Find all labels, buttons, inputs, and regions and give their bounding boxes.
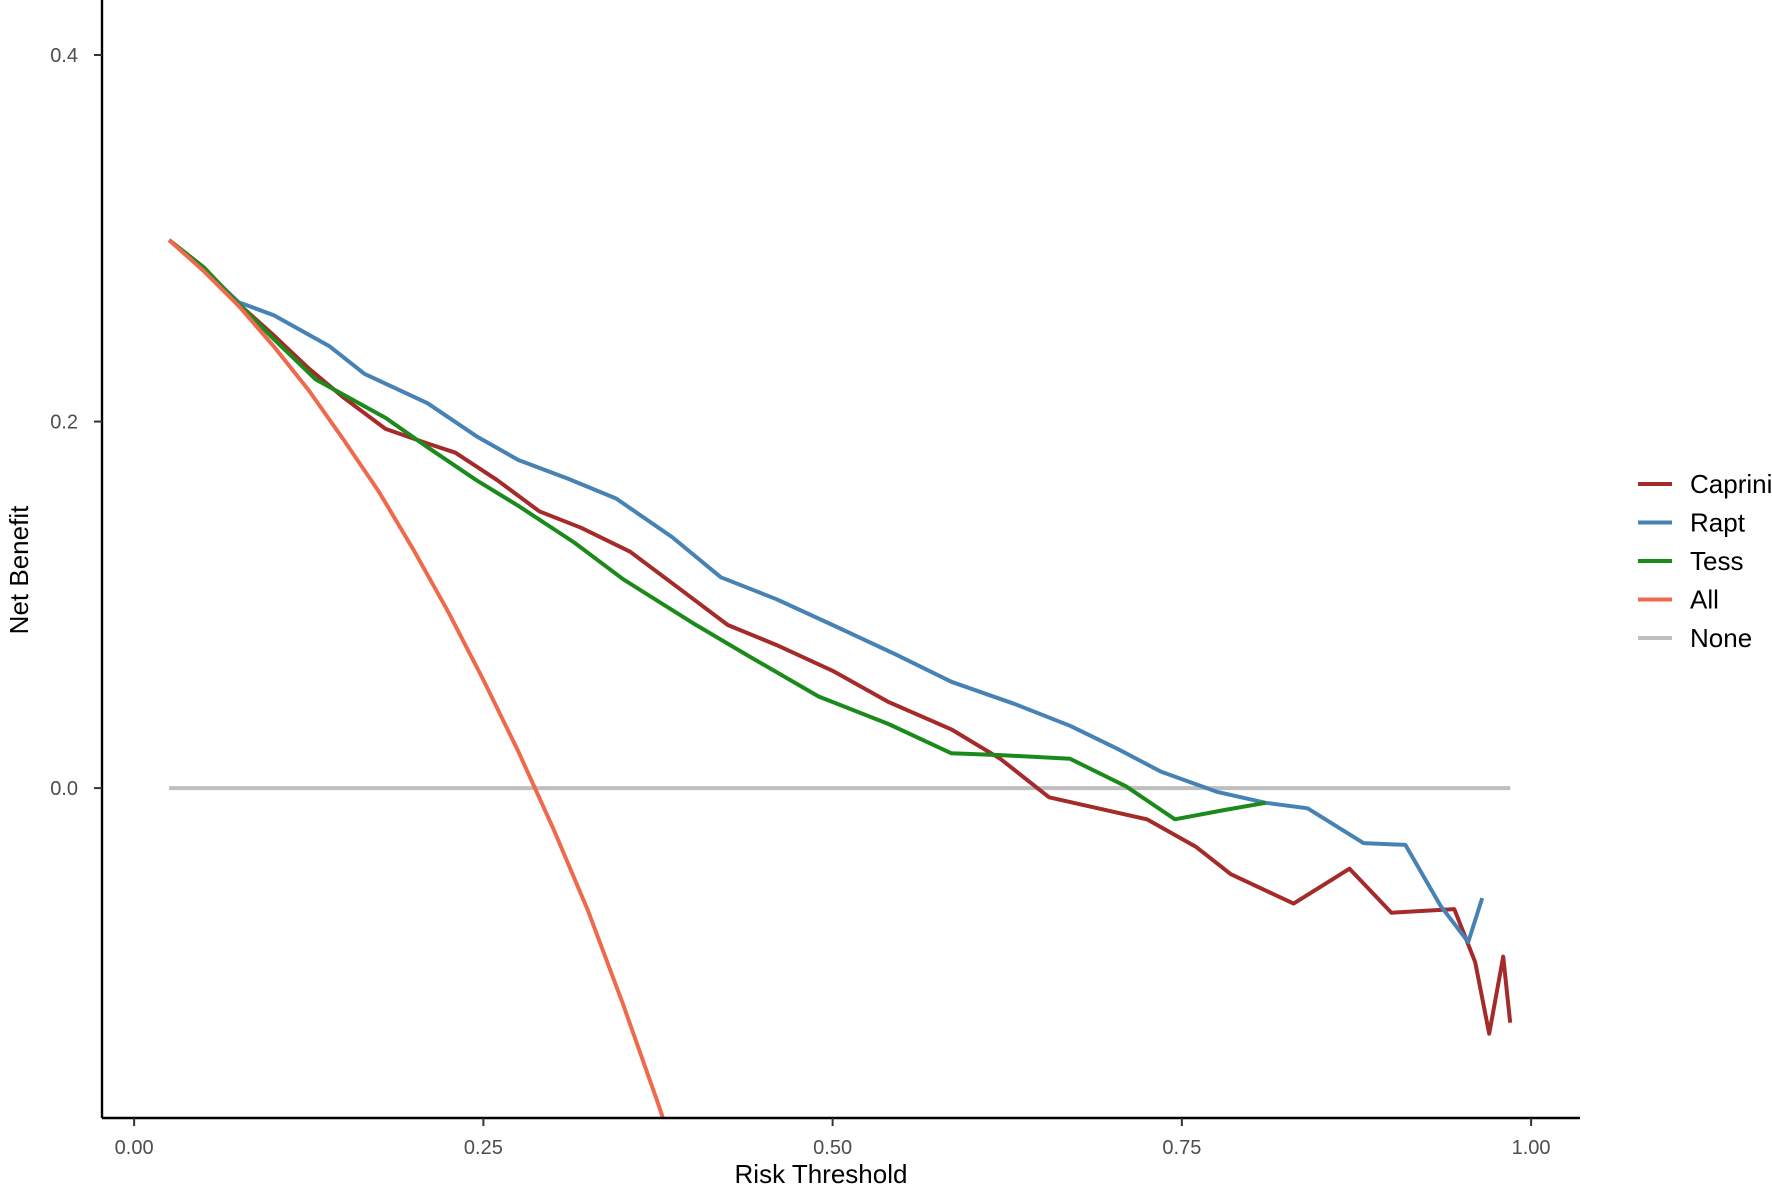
y-tick-label: 0.0 (50, 778, 78, 800)
legend-label-none: None (1690, 623, 1752, 653)
legend-label-tess: Tess (1690, 546, 1743, 576)
series-line-rapt (167, 238, 1485, 945)
series-line-tess (167, 238, 1267, 822)
y-tick-label: 0.2 (50, 412, 78, 434)
series-line-all (167, 238, 666, 1118)
series-line-caprini (167, 238, 1513, 1036)
legend-item-rapt: Rapt (1638, 508, 1746, 538)
x-tick-label: 0.50 (813, 1137, 852, 1159)
legend-item-tess: Tess (1638, 546, 1743, 576)
legend-label-rapt: Rapt (1690, 508, 1746, 538)
plot-panel (167, 238, 1513, 1118)
x-tick-label: 1.00 (1512, 1137, 1551, 1159)
legend-label-caprini: Caprini (1690, 469, 1772, 499)
x-tick-label: 0.00 (115, 1137, 154, 1159)
legend-item-none: None (1638, 623, 1752, 653)
x-axis-ticks: 0.00 0.25 0.50 0.75 1.00 (115, 1118, 1551, 1159)
x-axis-title: Risk Threshold (735, 1159, 908, 1189)
y-tick-label: 0.4 (50, 45, 78, 67)
x-tick-label: 0.75 (1162, 1137, 1201, 1159)
x-tick-label: 0.25 (464, 1137, 503, 1159)
legend-item-all: All (1638, 585, 1719, 615)
y-axis-title: Net Benefit (4, 505, 34, 634)
legend-item-caprini: Caprini (1638, 469, 1772, 499)
y-axis-ticks: 0.0 0.2 0.4 (50, 45, 102, 800)
legend-label-all: All (1690, 585, 1719, 615)
legend: Caprini Rapt Tess All None (1638, 469, 1772, 653)
